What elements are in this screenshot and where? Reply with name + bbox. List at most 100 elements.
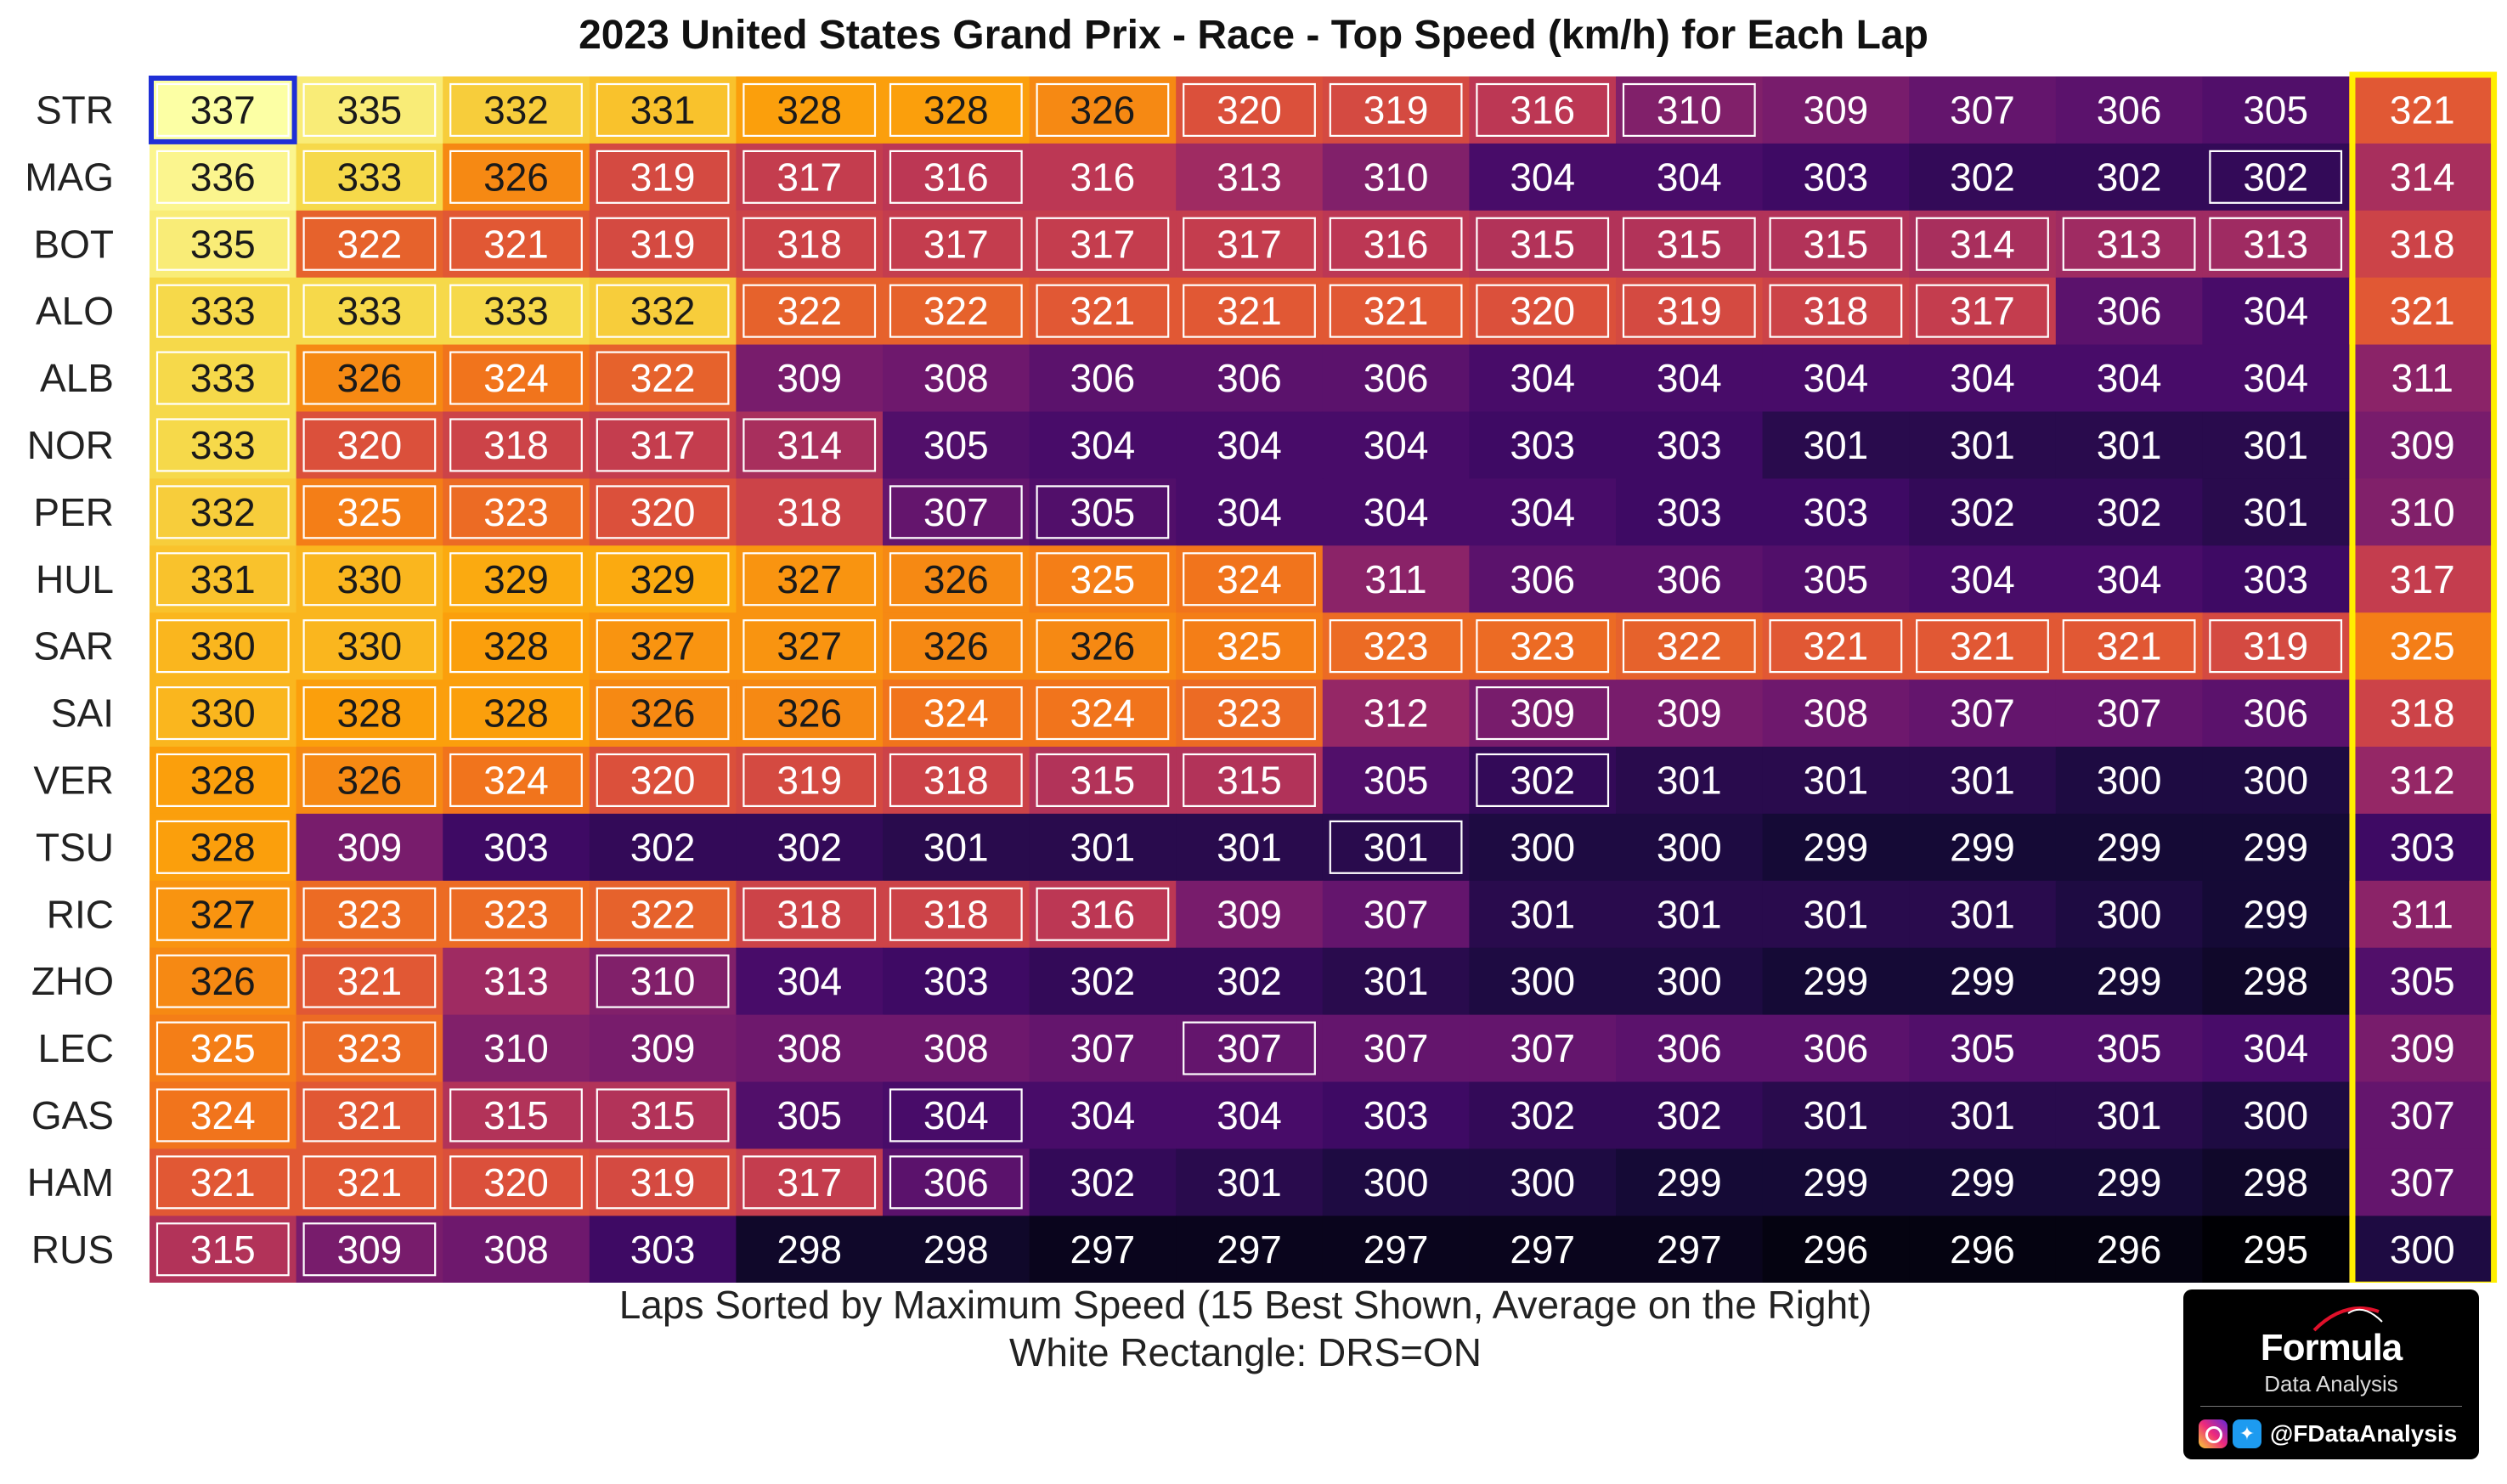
heatmap-cell bbox=[1909, 143, 2057, 212]
heatmap-cell bbox=[589, 1014, 737, 1083]
heatmap-cell bbox=[589, 76, 737, 144]
heatmap-cell bbox=[1762, 813, 1910, 882]
cell-label: 307 bbox=[1217, 1026, 1282, 1070]
heatmap-cell bbox=[1322, 277, 1470, 346]
heatmap-cell bbox=[2202, 680, 2350, 748]
cell-label: 313 bbox=[483, 959, 549, 1003]
cell-label: 314 bbox=[1950, 222, 2015, 266]
heatmap-cell bbox=[589, 478, 737, 546]
cell-label: 302 bbox=[2097, 490, 2162, 534]
heatmap-cell bbox=[1322, 545, 1470, 613]
heatmap-cell bbox=[150, 143, 297, 212]
driver-label: RUS bbox=[31, 1227, 114, 1272]
drs-on-marker bbox=[596, 1088, 730, 1143]
heatmap-cell bbox=[150, 478, 297, 546]
heatmap-cell bbox=[2055, 947, 2203, 1016]
drs-on-marker bbox=[449, 619, 583, 674]
cell-label: 299 bbox=[1657, 1160, 1722, 1205]
heatmap-cell bbox=[1029, 1081, 1177, 1149]
cell-label: 306 bbox=[1070, 356, 1136, 400]
drs-on-marker bbox=[596, 887, 730, 941]
cell-label: 318 bbox=[776, 222, 842, 266]
cell-label: 327 bbox=[776, 624, 842, 669]
cell-label: 316 bbox=[1510, 87, 1575, 132]
cell-label: 324 bbox=[923, 691, 989, 736]
average-cell bbox=[2349, 947, 2497, 1016]
drs-on-marker bbox=[889, 552, 1023, 607]
heatmap-cell bbox=[443, 612, 590, 680]
cell-label: 316 bbox=[1364, 222, 1429, 266]
cell-label: 316 bbox=[923, 155, 989, 199]
driver-label: MAG bbox=[25, 155, 114, 199]
cell-label: 296 bbox=[1804, 1227, 1869, 1272]
heatmap-cell bbox=[443, 1014, 590, 1083]
heatmap-cell bbox=[2055, 680, 2203, 748]
heatmap-cell bbox=[150, 210, 297, 279]
cell-label: 301 bbox=[1950, 892, 2015, 936]
cell-label: 303 bbox=[483, 825, 549, 869]
heatmap-cell bbox=[1909, 880, 2057, 949]
heatmap-cell bbox=[2202, 1216, 2350, 1283]
heatmap-cell bbox=[736, 947, 884, 1016]
average-label: 321 bbox=[2390, 87, 2455, 132]
cell-label: 309 bbox=[337, 1227, 403, 1272]
cell-label: 304 bbox=[1217, 1093, 1282, 1137]
driver-label: PER bbox=[33, 490, 114, 534]
heatmap-cell bbox=[1762, 880, 1910, 949]
drs-on-marker bbox=[302, 150, 437, 204]
cell-label: 319 bbox=[630, 1160, 696, 1205]
heatmap-cell bbox=[1322, 143, 1470, 212]
heatmap-cell bbox=[1909, 612, 2057, 680]
average-label: 307 bbox=[2390, 1160, 2455, 1205]
cell-label: 297 bbox=[1657, 1227, 1722, 1272]
cell-label: 323 bbox=[483, 892, 549, 936]
cell-label: 319 bbox=[1364, 87, 1429, 132]
heatmap-cell bbox=[883, 1148, 1030, 1216]
heatmap-cell bbox=[883, 747, 1030, 815]
heatmap-cell bbox=[443, 813, 590, 882]
heatmap-cell bbox=[2202, 747, 2350, 815]
cell-label: 324 bbox=[483, 356, 549, 400]
heatmap-cell bbox=[1469, 545, 1617, 613]
heatmap-cell bbox=[589, 277, 737, 346]
drs-on-marker bbox=[302, 552, 437, 607]
heatmap-cell bbox=[1762, 277, 1910, 346]
heatmap-cell bbox=[1909, 1081, 2057, 1149]
heatmap-cell bbox=[1322, 880, 1470, 949]
drs-on-marker bbox=[596, 418, 730, 472]
cell-label: 317 bbox=[776, 1160, 842, 1205]
cell-label: 308 bbox=[776, 1026, 842, 1070]
heatmap-cell bbox=[1322, 680, 1470, 748]
heatmap-cell bbox=[296, 143, 443, 212]
cell-label: 302 bbox=[1070, 959, 1136, 1003]
heatmap-cell bbox=[1469, 947, 1617, 1016]
drs-on-marker bbox=[1183, 753, 1316, 808]
cell-label: 304 bbox=[2243, 1026, 2308, 1070]
cell-label: 323 bbox=[1510, 624, 1575, 669]
heatmap-cell bbox=[150, 1014, 297, 1083]
cell-label: 315 bbox=[1657, 222, 1722, 266]
average-label: 303 bbox=[2390, 825, 2455, 869]
cell-label: 329 bbox=[483, 557, 549, 601]
cell-label: 315 bbox=[1070, 759, 1136, 803]
heatmap-cell bbox=[1322, 747, 1470, 815]
heatmap-cell bbox=[2055, 747, 2203, 815]
cell-label: 301 bbox=[1364, 825, 1429, 869]
cell-label: 299 bbox=[1804, 825, 1869, 869]
heatmap-cell bbox=[296, 813, 443, 882]
driver-label: TSU bbox=[36, 825, 114, 869]
drs-on-marker bbox=[449, 686, 583, 741]
heatmap-cell bbox=[589, 344, 737, 413]
drs-on-marker bbox=[743, 552, 877, 607]
drs-on-marker bbox=[1183, 284, 1316, 338]
heatmap-cell bbox=[736, 747, 884, 815]
cell-label: 297 bbox=[1510, 1227, 1575, 1272]
drs-on-marker bbox=[889, 1088, 1023, 1143]
drs-on-marker bbox=[302, 485, 437, 539]
cell-label: 297 bbox=[1217, 1227, 1282, 1272]
cell-label: 303 bbox=[1657, 490, 1722, 534]
heatmap-cell bbox=[150, 612, 297, 680]
heatmap-cell bbox=[1909, 478, 2057, 546]
cell-label: 306 bbox=[923, 1160, 989, 1205]
heatmap: STR 337 335 332 331 328 328 326 320 319 316 310 309 3… bbox=[25, 71, 2498, 1283]
